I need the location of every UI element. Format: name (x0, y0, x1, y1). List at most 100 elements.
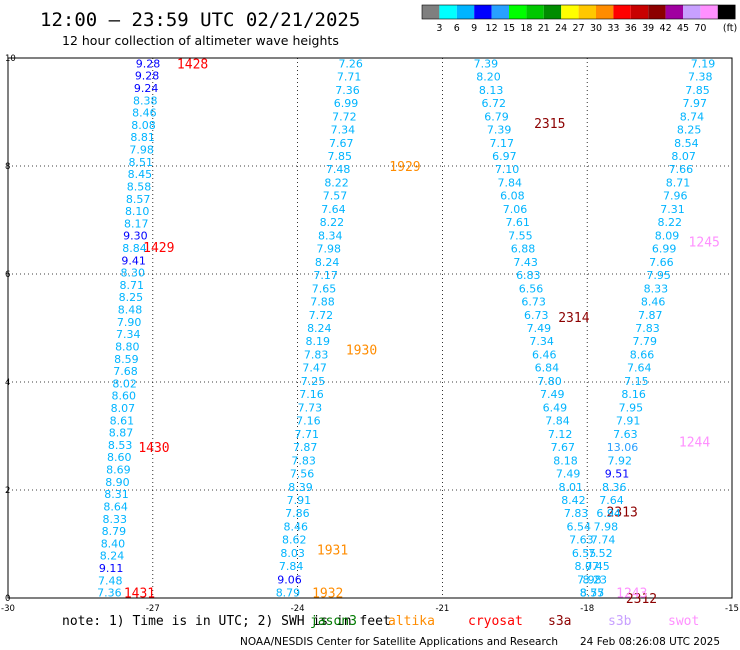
pass-time-label: 1245 (689, 236, 720, 251)
wave-height-value: 8.45 (128, 168, 153, 181)
wave-height-value: 8.87 (109, 427, 134, 440)
wave-height-value: 8.09 (655, 229, 680, 242)
wave-height-value: 7.79 (633, 335, 658, 348)
colorbar-swatch (665, 5, 683, 19)
wave-height-value: 7.67 (329, 137, 354, 150)
pass-time-label: 1931 (317, 543, 348, 558)
wave-height-value: 8.71 (120, 279, 145, 292)
wave-height-value: 6.72 (482, 97, 507, 110)
wave-height-value: 7.67 (551, 441, 576, 454)
colorbar-swatch (596, 5, 614, 19)
wave-height-value: 8.02 (112, 377, 137, 390)
wave-height-value: 7.25 (301, 375, 326, 388)
pass-time-label: 2314 (558, 311, 589, 326)
wave-height-value: 7.19 (691, 57, 716, 70)
wave-height-value: 6.49 (543, 401, 568, 414)
bottom-legend: note: 1) Time is in UTC; 2) SWH is in fe… (62, 614, 720, 648)
colorbar-swatch (543, 5, 562, 19)
wave-height-value: 7.55 (508, 229, 533, 242)
y-tick-label: 8 (5, 162, 10, 172)
wave-height-value: 6.88 (511, 243, 536, 256)
colorbar-label: 33 (607, 23, 619, 34)
wave-height-value: 8.66 (630, 348, 655, 361)
wave-height-value: 6.56 (519, 282, 544, 295)
colorbar-label: 36 (625, 23, 637, 34)
wave-height-value: 8.24 (307, 322, 332, 335)
wave-height-value: 8.10 (125, 205, 150, 218)
colorbar-label: 21 (538, 23, 550, 34)
pass-time-label: 1243 (616, 587, 647, 602)
wave-height-value: 6.99 (652, 243, 677, 256)
wave-height-value: 8.08 (131, 119, 156, 132)
page-title: 12:00 – 23:59 UTC 02/21/2025 (40, 9, 360, 31)
wave-height-value: 8.46 (641, 296, 666, 309)
wave-height-value: 8.69 (106, 464, 131, 477)
note-text: note: 1) Time is in UTC; 2) SWH is in fe… (62, 614, 391, 629)
colorbar-label: 30 (590, 23, 602, 34)
x-tick-label: -15 (725, 604, 739, 614)
wave-height-value: 8.38 (133, 94, 158, 107)
wave-height-value: 8.60 (111, 390, 136, 403)
wave-height-value: 7.72 (332, 110, 357, 123)
wave-height-value: 7.56 (290, 468, 315, 481)
wave-height-value: 7.16 (299, 388, 324, 401)
wave-height-value: 7.38 (688, 71, 713, 84)
wave-height-value: 8.31 (104, 488, 129, 501)
wave-height-value: 7.52 (588, 547, 613, 560)
pass-time-label: 1244 (679, 435, 710, 450)
wave-height-value: 7.84 (279, 560, 304, 573)
wave-height-value: 8.80 (115, 340, 140, 353)
wave-height-value: 8.03 (280, 547, 305, 560)
legend-satellite-jason3: jason3 (310, 614, 357, 629)
wave-height-value: 7.16 (296, 415, 321, 428)
colorbar-label: 24 (555, 23, 567, 34)
wave-height-value: 7.71 (295, 428, 320, 441)
colorbar-label: 27 (573, 23, 585, 34)
wave-height-value: 8.74 (680, 110, 705, 123)
x-tick-label: -27 (146, 604, 160, 614)
wave-height-value: 6.84 (535, 362, 560, 375)
axis-labels: -30 -27 -24 -21 -18 -15 0 2 4 6 8 10 (1, 54, 739, 614)
wave-height-value: 8.19 (306, 335, 331, 348)
wave-height-value: 7.91 (616, 415, 641, 428)
wave-height-value: 8.62 (282, 534, 307, 547)
wave-height-value: 9.30 (123, 230, 148, 243)
wave-height-value: 7.06 (503, 203, 528, 216)
wave-height-value: 6.46 (532, 348, 557, 361)
pass-time-label: 1932 (312, 587, 343, 602)
wave-height-value: 8.46 (132, 107, 157, 120)
wave-height-value: 8.18 (553, 454, 578, 467)
colorbar-swatch (456, 5, 475, 19)
wave-height-value: 8.34 (318, 229, 343, 242)
wave-height-value: 8.22 (657, 216, 682, 229)
wave-height-value: 8.71 (666, 176, 691, 189)
colorbar-swatch (474, 5, 492, 19)
wave-height-value: 6.97 (492, 150, 517, 163)
wave-height-value: 8.25 (677, 124, 702, 137)
wave-height-value: 8.53 (108, 439, 133, 452)
colorbar-swatch (561, 5, 579, 19)
wave-height-value: 7.68 (113, 365, 138, 378)
wave-height-value: 8.84 (122, 242, 147, 255)
pass-time-label: 1428 (177, 57, 208, 72)
wave-height-value: 6.83 (516, 269, 541, 282)
wave-height-value: 8.01 (559, 481, 584, 494)
pass-time-label: 1429 (143, 241, 174, 256)
y-tick-label: 4 (5, 378, 10, 388)
wave-height-value: 7.71 (337, 71, 362, 84)
wave-height-value: 8.55 (580, 587, 605, 600)
colorbar-label: 70 (694, 23, 706, 34)
wave-height-value: 6.94 (596, 507, 621, 520)
colorbar-swatch (700, 5, 718, 19)
wave-height-value: 8.39 (288, 481, 313, 494)
pass-time-label: 1431 (124, 587, 155, 602)
wave-height-value: 7.10 (495, 163, 520, 176)
wave-height-value: 9.51 (605, 468, 630, 481)
wave-height-value: 7.72 (309, 309, 334, 322)
wave-height-value: 7.84 (545, 415, 570, 428)
colorbar-label: 3 (436, 23, 442, 34)
wave-height-value: 9.28 (136, 57, 161, 70)
y-tick-label: 2 (5, 486, 10, 496)
legend-satellite-s3b: s3b (608, 614, 632, 629)
